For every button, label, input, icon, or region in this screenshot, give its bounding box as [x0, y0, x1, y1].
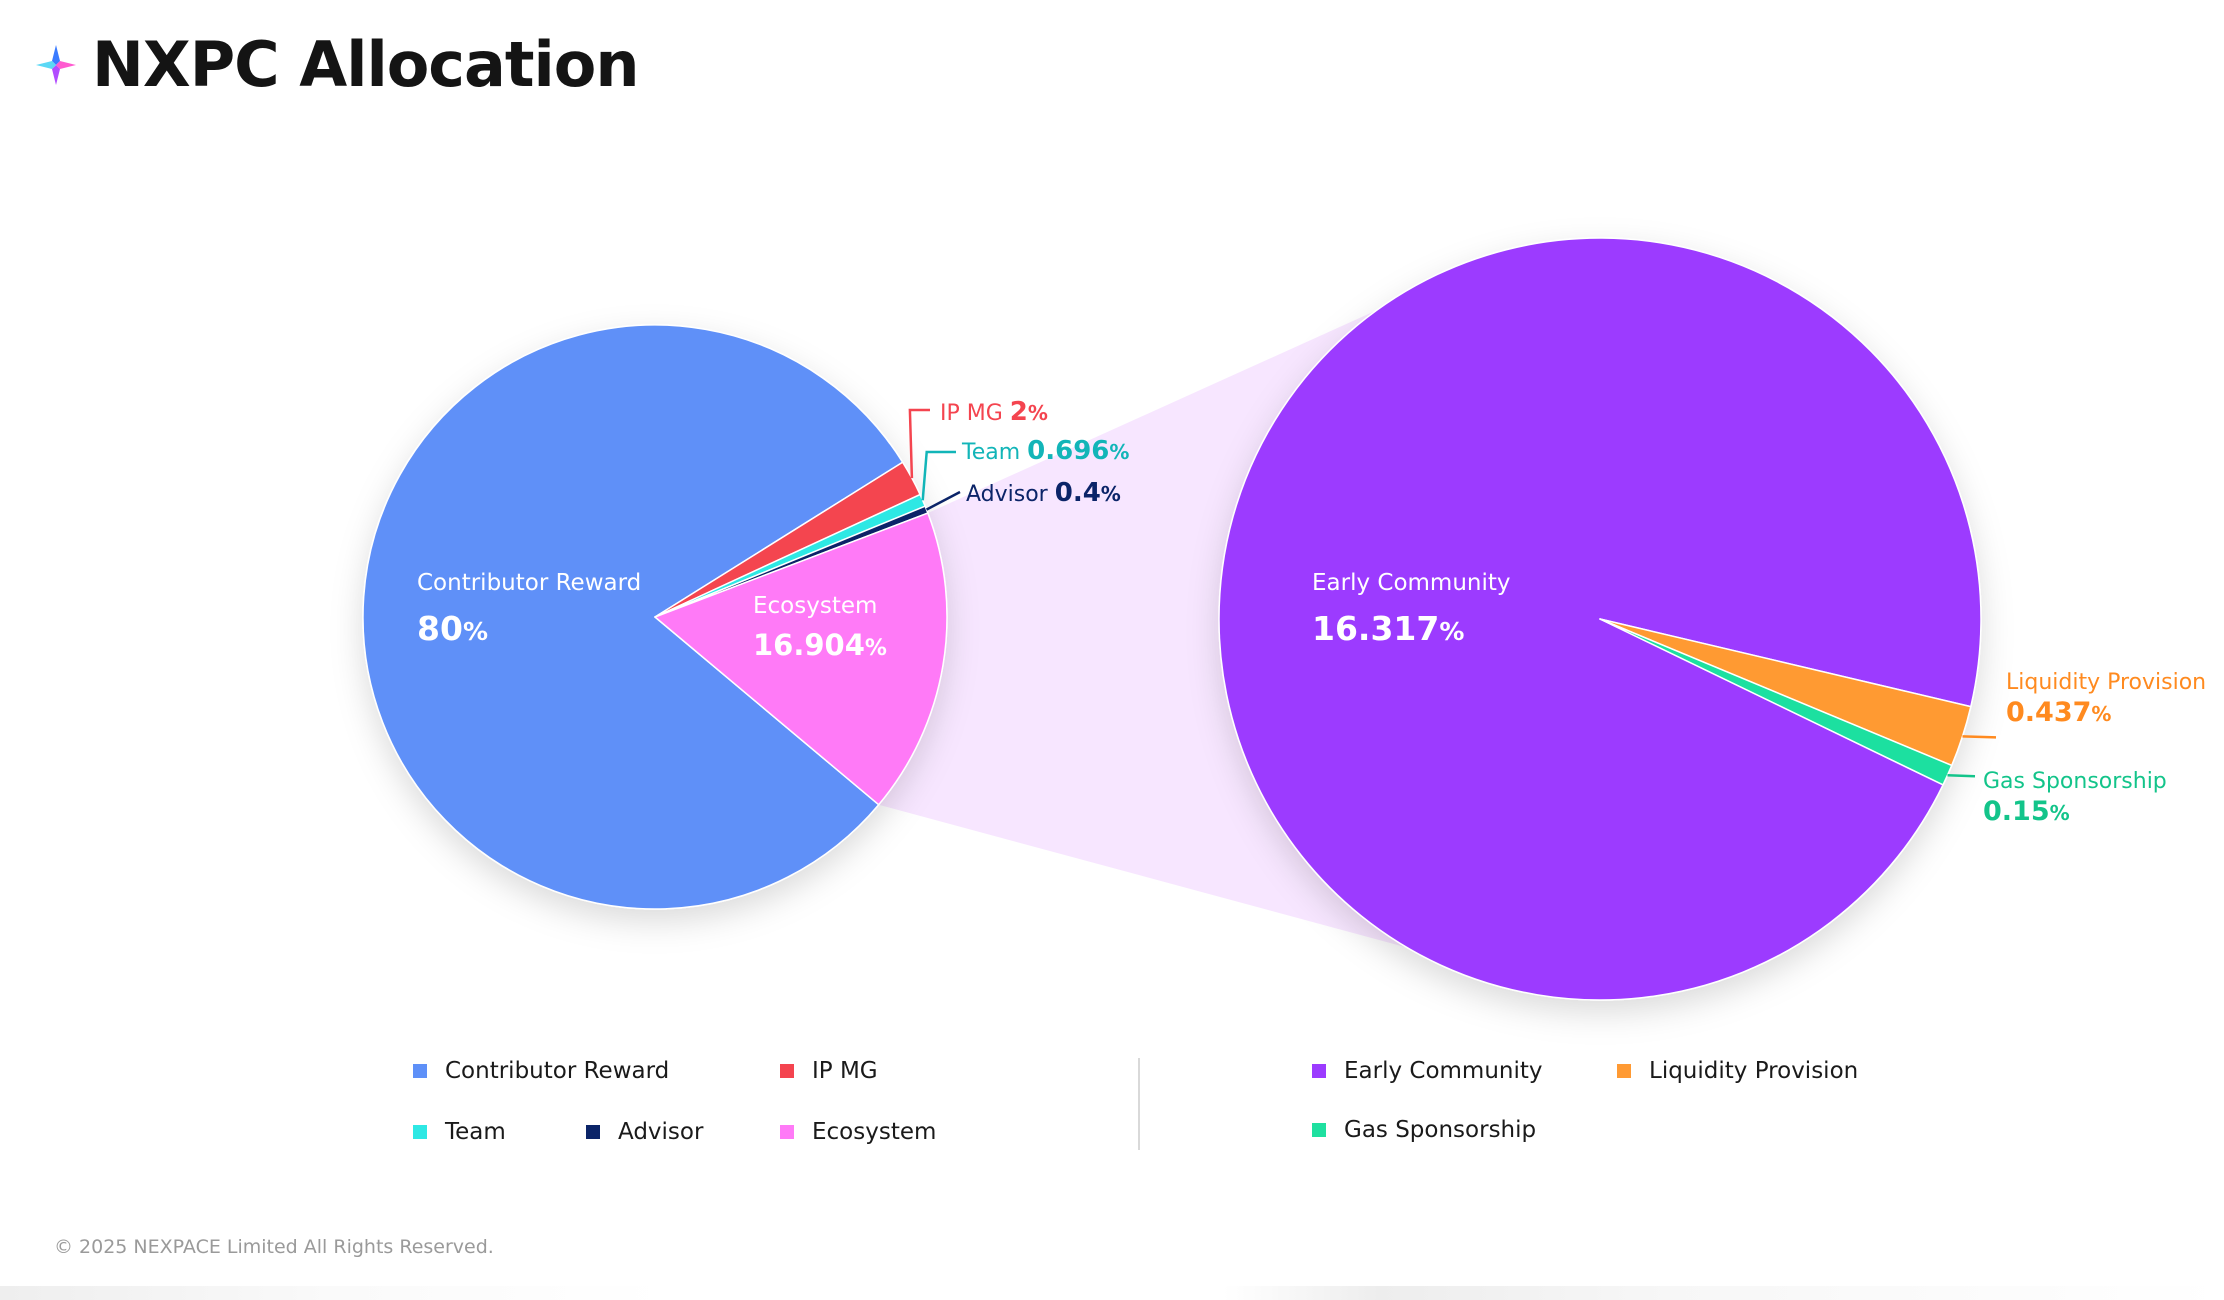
header: NXPC Allocation: [34, 28, 640, 101]
label-unit: %: [1028, 401, 1048, 425]
label-name: Team: [961, 440, 1027, 465]
legend-swatch: [413, 1064, 427, 1078]
chart-labels: Contributor Reward 80% Ecosystem 16.904% Ear…: [417, 397, 2206, 827]
label-value: 16.904%: [753, 628, 887, 662]
leader-line-team: [921, 450, 956, 501]
label-value: 0.4: [1055, 478, 1101, 508]
label-unit: %: [1101, 482, 1121, 506]
label-value: 0.696: [1027, 436, 1109, 466]
label-advisor: Advisor 0.4%: [966, 478, 1121, 508]
label-value: 16.317%: [1312, 609, 1464, 648]
legend-item-ecosystem: Ecosystem: [780, 1119, 936, 1145]
legend-label: Early Community: [1344, 1058, 1543, 1084]
legend-item-early-community: Early Community: [1312, 1058, 1543, 1084]
legend-label: Advisor: [618, 1119, 704, 1145]
legend-swatch: [1312, 1123, 1326, 1137]
leader-line-gas-sponsorship: [1947, 773, 1976, 778]
legend-label: Liquidity Provision: [1649, 1058, 1859, 1084]
legend-label: IP MG: [812, 1058, 878, 1084]
label-value: 2: [1010, 397, 1028, 427]
legend-swatch: [413, 1125, 427, 1139]
legend-label: Team: [445, 1119, 506, 1145]
label-unit: %: [1109, 440, 1129, 464]
legend-label: Gas Sponsorship: [1344, 1117, 1537, 1143]
pie-slice-ecosystem: [654, 512, 948, 806]
legend-item-liquidity-provision: Liquidity Provision: [1617, 1058, 1858, 1084]
leader-line-advisor: [925, 490, 961, 511]
main-pie: [362, 324, 948, 910]
allocation-chart: Contributor Reward 80% Ecosystem 16.904% Ear…: [362, 237, 2206, 1001]
label-name: Gas Sponsorship: [1983, 769, 2167, 794]
label-value: 80%: [417, 609, 488, 648]
legend-item-team: Team: [413, 1119, 506, 1145]
ecosystem-breakdown-pie: [1218, 237, 1982, 1001]
label-name: Ecosystem: [753, 593, 877, 619]
legend-item-gas-sponsorship: Gas Sponsorship: [1312, 1117, 1536, 1143]
legend-swatch: [780, 1125, 794, 1139]
label-name: Liquidity Provision: [2006, 670, 2206, 695]
legend-label: Contributor Reward: [445, 1058, 670, 1084]
label-ip-mg: IP MG 2%: [940, 397, 1048, 427]
legend-divider: [1138, 1058, 1140, 1150]
label-name: IP MG: [940, 401, 1010, 426]
label-name: Advisor: [966, 482, 1055, 507]
pie-slice-contributor-reward: [362, 324, 904, 910]
label-name: Contributor Reward: [417, 570, 641, 596]
label-name: Early Community: [1312, 570, 1511, 596]
legend-item-advisor: Advisor: [586, 1119, 703, 1145]
copyright-footer: © 2025 NEXPACE Limited All Rights Reserv…: [54, 1236, 494, 1258]
label-value: 0.15%: [1983, 796, 2070, 827]
leader-line-ip-mg: [908, 408, 930, 479]
label-early-community: Early Community 16.317%: [1312, 570, 1511, 648]
legend-swatch: [780, 1064, 794, 1078]
legend-swatch: [586, 1125, 600, 1139]
sparkle-logo-icon: [36, 45, 76, 85]
legend-item-contributor-reward: Contributor Reward: [413, 1058, 669, 1084]
label-value: 0.437%: [2006, 697, 2111, 728]
label-contributor-reward: Contributor Reward 80%: [417, 570, 641, 648]
legend-swatch: [1617, 1064, 1631, 1078]
leader-line-liquidity-provision: [1962, 735, 1997, 739]
legend-swatch: [1312, 1064, 1326, 1078]
legend-label: Ecosystem: [812, 1119, 937, 1145]
bottom-edge-gradient: [0, 1286, 2224, 1300]
label-team: Team 0.696%: [961, 436, 1129, 466]
page-title: NXPC Allocation: [92, 28, 640, 101]
legend-item-ip-mg: IP MG: [780, 1058, 878, 1084]
label-ecosystem: Ecosystem 16.904%: [753, 593, 887, 662]
